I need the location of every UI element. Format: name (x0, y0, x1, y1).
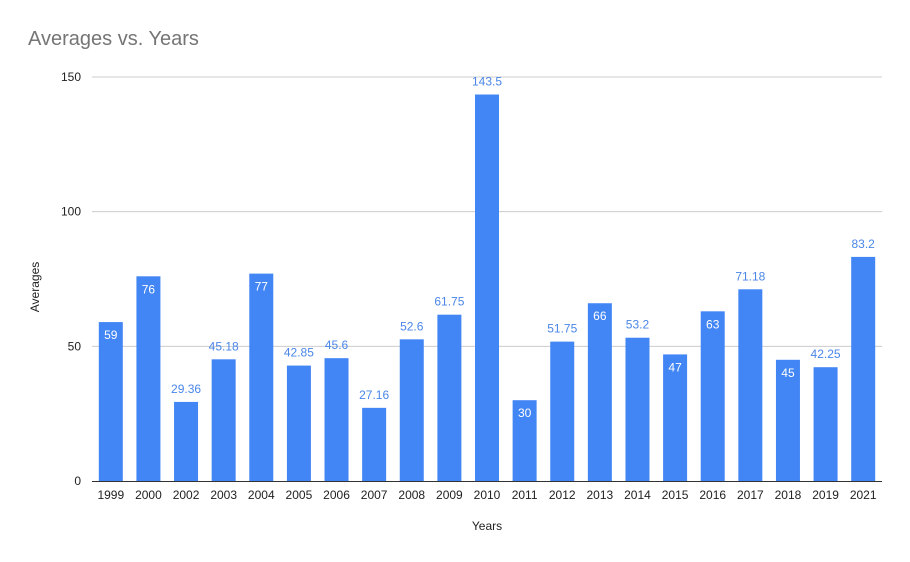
x-tick-label: 2006 (323, 488, 350, 502)
data-label: 59 (104, 328, 118, 342)
y-tick-label: 0 (74, 474, 81, 488)
bar (98, 322, 123, 481)
x-axis-ticks: 1999 2000 2002 2003 2004 2005 2006 2007 2008 2009… (97, 488, 876, 502)
data-label: 51.75 (547, 322, 577, 336)
chart-title: Averages vs. Years (28, 28, 199, 50)
x-tick-label: 2009 (436, 488, 463, 502)
bar (813, 367, 838, 481)
bar (700, 311, 725, 481)
y-tick-label: 50 (68, 339, 82, 353)
x-tick-label: 2002 (173, 488, 200, 502)
x-tick-label: 2003 (210, 488, 237, 502)
bar (851, 256, 876, 481)
data-label: 71.18 (735, 269, 765, 283)
x-tick-label: 2018 (775, 488, 802, 502)
x-tick-label: 2005 (286, 488, 313, 502)
x-tick-label: 2021 (850, 488, 877, 502)
bar (738, 289, 763, 481)
data-label: 47 (668, 360, 682, 374)
bar (324, 358, 349, 481)
data-label: 29.36 (171, 382, 201, 396)
x-tick-label: 2008 (398, 488, 425, 502)
x-tick-label: 2016 (699, 488, 726, 502)
bar (174, 401, 199, 481)
bar (663, 354, 688, 481)
bar (399, 339, 424, 481)
bar (625, 337, 650, 481)
y-axis-ticks: 0 50 100 150 (61, 70, 81, 488)
x-tick-label: 2014 (624, 488, 651, 502)
x-axis-title: Years (472, 519, 502, 533)
x-tick-label: 2007 (361, 488, 388, 502)
data-label: 52.6 (400, 319, 424, 333)
bar (587, 303, 612, 481)
y-axis-title: Averages (28, 262, 42, 312)
data-label: 45 (781, 366, 795, 380)
bar (211, 359, 236, 481)
x-tick-label: 2010 (474, 488, 501, 502)
bar (437, 314, 462, 481)
data-labels: 59 76 29.36 45.18 77 42.85 45.6 27.16 52.6 61.75 1… (104, 75, 875, 421)
data-label: 42.85 (284, 346, 314, 360)
bars (98, 94, 876, 482)
x-tick-label: 2000 (135, 488, 162, 502)
bar (512, 400, 537, 481)
bar (249, 273, 274, 481)
x-tick-label: 2019 (812, 488, 839, 502)
y-tick-label: 100 (61, 205, 81, 219)
data-label: 63 (706, 317, 720, 331)
data-label: 27.16 (359, 388, 389, 402)
x-tick-label: 2012 (549, 488, 576, 502)
data-label: 42.25 (811, 347, 841, 361)
x-tick-label: 2011 (512, 488, 538, 502)
data-label: 30 (518, 406, 532, 420)
data-label: 45.18 (209, 339, 239, 353)
data-label: 61.75 (434, 295, 464, 309)
bar (286, 365, 311, 481)
data-label: 143.5 (472, 75, 502, 89)
data-label: 77 (255, 280, 269, 294)
x-tick-label: 2015 (662, 488, 689, 502)
x-tick-label: 2013 (587, 488, 614, 502)
x-tick-label: 2004 (248, 488, 275, 502)
bar (136, 276, 161, 481)
bar (362, 407, 387, 481)
y-tick-label: 150 (61, 70, 81, 84)
bar (550, 341, 575, 481)
data-label: 83.2 (852, 237, 876, 251)
data-label: 76 (142, 282, 156, 296)
bar (475, 94, 499, 482)
bar (775, 359, 800, 481)
data-label: 53.2 (626, 318, 650, 332)
data-label: 66 (593, 309, 607, 323)
x-tick-label: 2017 (737, 488, 764, 502)
data-label: 45.6 (325, 338, 349, 352)
x-tick-label: 1999 (97, 488, 124, 502)
